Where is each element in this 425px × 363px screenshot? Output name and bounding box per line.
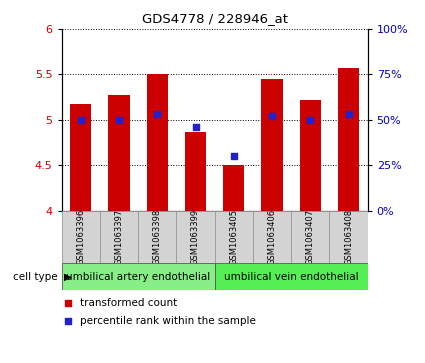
Bar [223,165,244,211]
Text: GSM1063399: GSM1063399 [191,209,200,265]
Bar [108,95,130,211]
Text: GSM1063408: GSM1063408 [344,209,353,265]
Text: cell type: cell type [13,272,57,282]
Bar [185,131,206,211]
Text: GSM1063405: GSM1063405 [229,209,238,265]
Bar [253,211,291,263]
Text: ▶: ▶ [64,272,72,282]
Bar [261,79,283,211]
Point [307,117,314,123]
Bar [291,211,329,263]
Text: transformed count: transformed count [80,298,177,308]
Point [116,117,122,123]
Text: umbilical artery endothelial: umbilical artery endothelial [66,272,210,282]
Point [64,318,71,324]
Point [345,111,352,117]
Bar [100,211,138,263]
Bar [62,263,215,290]
Point [230,153,237,159]
Text: GSM1063407: GSM1063407 [306,209,315,265]
Point [154,111,161,117]
Title: GDS4778 / 228946_at: GDS4778 / 228946_at [142,12,288,25]
Text: umbilical vein endothelial: umbilical vein endothelial [224,272,358,282]
Bar [215,263,368,290]
Bar [215,211,253,263]
Text: GSM1063397: GSM1063397 [114,209,124,265]
Bar [138,211,176,263]
Bar [300,100,321,211]
Text: percentile rank within the sample: percentile rank within the sample [80,317,256,326]
Bar [62,211,100,263]
Text: GSM1063406: GSM1063406 [267,209,277,265]
Bar [338,68,359,211]
Text: GSM1063396: GSM1063396 [76,209,85,265]
Text: GSM1063398: GSM1063398 [153,209,162,265]
Bar [70,105,91,211]
Point [77,117,84,123]
Bar [329,211,368,263]
Point [192,124,199,130]
Point [64,300,71,306]
Bar [147,74,168,211]
Point [269,113,275,119]
Bar [176,211,215,263]
